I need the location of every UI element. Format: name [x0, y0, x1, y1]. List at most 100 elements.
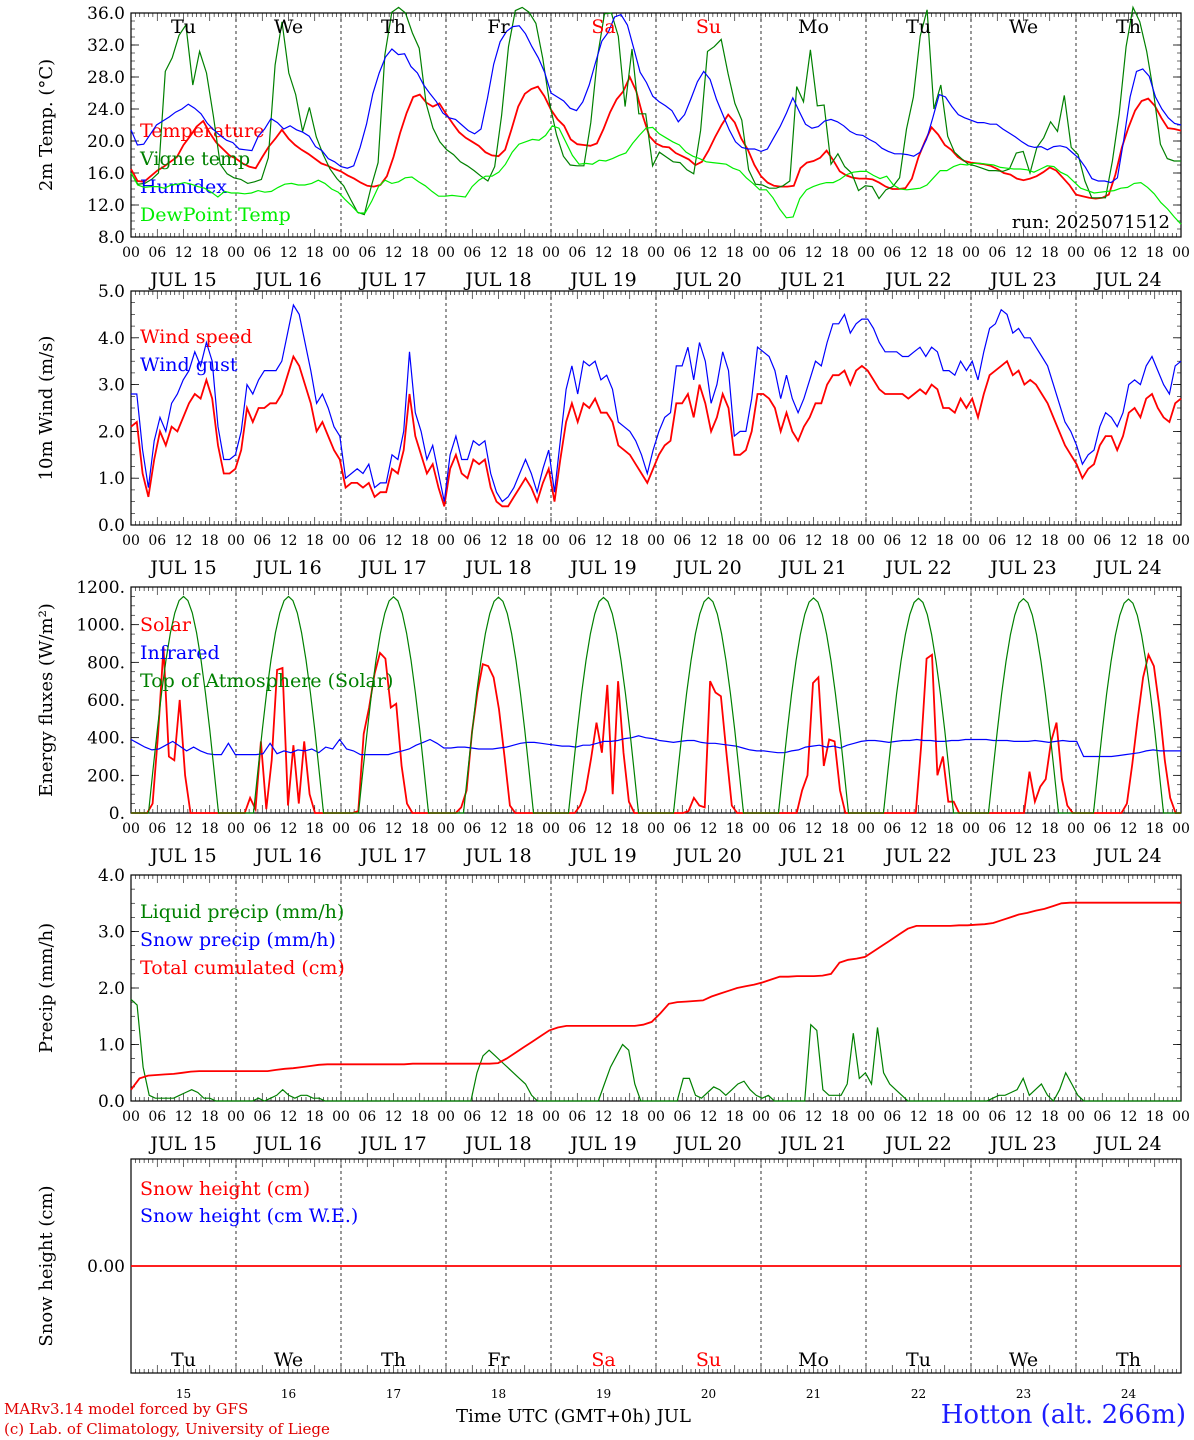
x-hour-label: 00: [1172, 821, 1190, 837]
x-hour-label: 06: [568, 533, 586, 549]
legend-entry: Infrared: [140, 642, 220, 664]
x-hour-label: 00: [857, 821, 875, 837]
x-hour-label: 12: [700, 821, 718, 837]
x-hour-label: 00: [857, 245, 875, 261]
x-hour-label: 00: [962, 1109, 980, 1125]
x-hour-label: 06: [778, 533, 796, 549]
x-hour-label: 06: [358, 533, 376, 549]
x-hour-label: 18: [1146, 245, 1164, 261]
y-tick-label: 12.0: [87, 196, 125, 216]
x-hour-label: 06: [358, 1109, 376, 1125]
legend-entry: Wind speed: [140, 326, 252, 348]
series-line-1-0: [130, 354, 1182, 508]
x-hour-label: 12: [805, 245, 823, 261]
day-number-label: 17: [386, 1387, 401, 1401]
x-hour-label: 18: [516, 245, 534, 261]
x-hour-label: 00: [542, 821, 560, 837]
x-hour-label: 18: [831, 533, 849, 549]
x-hour-label: 06: [463, 1109, 481, 1125]
x-day-label: JUL 15: [148, 269, 216, 291]
x-day-label: JUL 15: [148, 557, 216, 579]
x-hour-label: 18: [516, 1109, 534, 1125]
x-hour-label: 18: [936, 245, 954, 261]
x-hour-label: 18: [936, 533, 954, 549]
x-hour-label: 00: [437, 533, 455, 549]
x-day-label: JUL 16: [253, 1133, 321, 1155]
x-day-label: JUL 23: [988, 269, 1056, 291]
x-hour-label: 18: [201, 245, 219, 261]
x-day-label: JUL 19: [568, 557, 636, 579]
x-day-label: JUL 23: [988, 845, 1056, 867]
day-number-label: 21: [806, 1387, 821, 1401]
x-hour-label: 12: [1120, 533, 1138, 549]
x-hour-label: 12: [700, 533, 718, 549]
x-hour-label: 18: [306, 533, 324, 549]
x-hour-label: 18: [726, 533, 744, 549]
x-day-label: JUL 22: [883, 269, 951, 291]
x-hour-label: 00: [752, 1109, 770, 1125]
x-day-label: JUL 15: [148, 845, 216, 867]
x-hour-label: 00: [752, 821, 770, 837]
model-credit: MARv3.14 model forced by GFS: [4, 1400, 249, 1418]
x-hour-label: 06: [1093, 533, 1111, 549]
x-hour-label: 00: [437, 821, 455, 837]
x-day-label: JUL 15: [148, 1133, 216, 1155]
x-hour-label: 06: [1093, 1109, 1111, 1125]
x-hour-label: 00: [542, 245, 560, 261]
x-hour-label: 00: [1067, 533, 1085, 549]
x-hour-label: 18: [936, 1109, 954, 1125]
x-hour-label: 00: [227, 533, 245, 549]
y-tick-label: 4.0: [98, 329, 125, 349]
x-hour-label: 12: [700, 245, 718, 261]
x-hour-label: 12: [490, 1109, 508, 1125]
x-hour-label: 00: [752, 245, 770, 261]
legend-entry: Wind gust: [140, 354, 238, 376]
weekday-label: Fr: [487, 1349, 510, 1371]
x-day-label: JUL 18: [463, 1133, 531, 1155]
x-day-label: JUL 16: [253, 269, 321, 291]
day-number-label: 20: [701, 1387, 716, 1401]
x-hour-label: 06: [883, 533, 901, 549]
y-axis-label: Snow height (cm): [36, 1185, 57, 1346]
station-label: Hotton (alt. 266m): [940, 1400, 1186, 1430]
y-axis-label: Energy fluxes (W/m²): [36, 603, 57, 797]
x-day-label: JUL 24: [1093, 845, 1161, 867]
x-hour-label: 18: [1041, 245, 1059, 261]
legend-entry: Liquid precip (mm/h): [140, 901, 344, 923]
x-axis-title: Time UTC (GMT+0h) JUL: [456, 1406, 691, 1427]
x-hour-label: 00: [962, 821, 980, 837]
x-day-label: JUL 24: [1093, 269, 1161, 291]
x-hour-label: 18: [1041, 1109, 1059, 1125]
legend-entry: Humidex: [140, 176, 227, 198]
legend-entry: Vigne temp: [139, 148, 250, 170]
x-hour-label: 06: [1093, 245, 1111, 261]
day-number-label: 16: [281, 1387, 296, 1401]
x-hour-label: 06: [673, 821, 691, 837]
x-hour-label: 06: [253, 821, 271, 837]
weekday-label: Th: [381, 16, 406, 38]
series-line-0-2: [130, 13, 1182, 184]
x-day-label: JUL 21: [778, 1133, 846, 1155]
x-hour-label: 12: [595, 533, 613, 549]
x-hour-label: 12: [280, 245, 298, 261]
x-hour-label: 18: [1146, 821, 1164, 837]
x-hour-label: 06: [148, 1109, 166, 1125]
weekday-label: We: [274, 1349, 303, 1371]
x-hour-label: 12: [910, 821, 928, 837]
x-hour-label: 00: [332, 533, 350, 549]
weekday-label: Th: [381, 1349, 406, 1371]
x-hour-label: 00: [752, 533, 770, 549]
x-hour-label: 18: [936, 821, 954, 837]
x-hour-label: 06: [568, 821, 586, 837]
legend-entry: Temperature: [140, 120, 264, 142]
x-day-label: JUL 22: [883, 845, 951, 867]
x-hour-label: 18: [1146, 1109, 1164, 1125]
series-line-2-2: [131, 595, 1181, 814]
x-hour-label: 12: [175, 821, 193, 837]
y-tick-label: 600.: [87, 691, 125, 711]
y-axis-label: 10m Wind (m/s): [36, 336, 57, 481]
weekday-label: Su: [696, 16, 721, 38]
legend-entry: Total cumulated (cm): [140, 957, 345, 979]
x-day-label: JUL 17: [358, 269, 426, 291]
